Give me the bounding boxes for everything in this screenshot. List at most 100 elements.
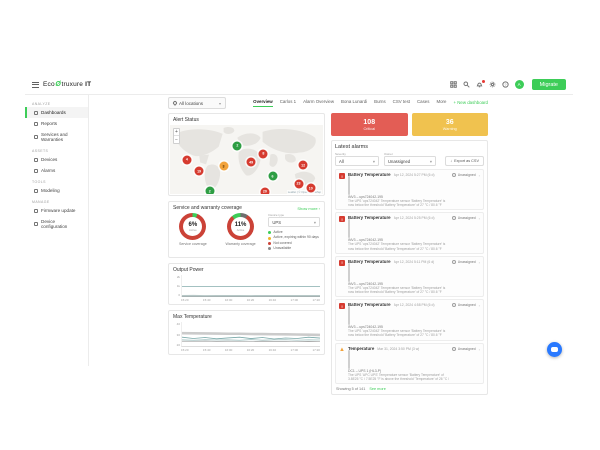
- sidebar-item-firmware-update[interactable]: Firmware update: [25, 205, 88, 216]
- sidebar-item-device-configuration[interactable]: Device configuration: [25, 216, 88, 232]
- alarm-device: INV3 – ups724042-195: [348, 281, 383, 286]
- alarm-device: INV3 – ups724042-195: [348, 325, 383, 330]
- x-tick: 15:40: [202, 348, 211, 352]
- location-filter-select[interactable]: All locations ▾: [168, 97, 226, 109]
- latest-alarms-widget: Latest alarms Severity All ▾ Owner: [331, 140, 488, 395]
- map-zoom-in-button[interactable]: +: [174, 129, 179, 136]
- tab-carlos-1[interactable]: Carlos 1: [279, 99, 297, 104]
- map-marker-red[interactable]: 8: [258, 149, 268, 159]
- alarm-row-header: Battery Temperature Apr 12, 2024 5:27 PM …: [348, 172, 449, 177]
- alarm-row[interactable]: ! Battery Temperature Apr 12, 2024 5:25 PM…: [335, 212, 484, 254]
- map-marker-red[interactable]: 12: [298, 160, 308, 170]
- critical-alarm-icon: !: [339, 173, 345, 179]
- tab-alarm-overview[interactable]: Alarm Overview: [303, 99, 335, 104]
- tab-burns[interactable]: Burns: [374, 99, 386, 104]
- sidebar-item-devices[interactable]: Devices: [25, 154, 88, 165]
- sidebar-item-services-and-warranties[interactable]: Services and Warranties: [25, 129, 88, 145]
- sidebar-item-modeling[interactable]: Modeling: [25, 185, 88, 196]
- tab-csv-test[interactable]: CSV test: [392, 99, 410, 104]
- map-marker-green[interactable]: 2: [232, 141, 242, 151]
- severity-select[interactable]: All ▾: [335, 156, 379, 166]
- menu-icon[interactable]: [32, 81, 39, 88]
- sidebar-item-label: Alarms: [41, 168, 56, 173]
- sidebar-section-label: Tools: [32, 180, 46, 184]
- user-avatar[interactable]: A: [514, 80, 524, 89]
- alarm-description: The UPS 'ups724042' Temperature sensor '…: [348, 242, 446, 251]
- tab-overview[interactable]: Overview: [253, 99, 273, 107]
- alarm-timestamp: Apr 12, 2024 5:27 PM (6 d): [393, 173, 435, 177]
- world-map[interactable]: + − Leaflet | © OpenStreetMap 2 8 49 4 19 3 6 1…: [170, 125, 323, 194]
- map-attribution: Leaflet | © OpenStreetMap: [286, 190, 322, 194]
- sidebar-item-reports[interactable]: Reports: [25, 118, 88, 129]
- warning-count: 36: [445, 118, 454, 126]
- y-tick: 2k: [176, 275, 180, 279]
- new-dashboard-button[interactable]: + New dashboard: [453, 100, 488, 105]
- sidebar-item-dashboards[interactable]: Dashboards: [25, 107, 88, 118]
- output-power-plot[interactable]: [181, 275, 320, 297]
- legend-item: Active: [268, 230, 320, 235]
- alarm-owner[interactable]: Unassigned: [452, 259, 476, 264]
- notifications-bell-icon[interactable]: [476, 79, 485, 89]
- sidebar-item-alarms[interactable]: Alarms: [25, 165, 88, 176]
- map-marker-yellow[interactable]: 3: [219, 161, 229, 171]
- chevron-right-icon[interactable]: ›: [478, 303, 480, 309]
- map-marker-red[interactable]: 10: [306, 183, 316, 193]
- device-type-select[interactable]: UPS ▾: [268, 217, 321, 227]
- warning-count-card[interactable]: 36 Warning: [411, 113, 488, 136]
- chevron-right-icon[interactable]: ›: [478, 346, 480, 352]
- series-sensor-b: [182, 340, 320, 341]
- tab-more[interactable]: More: [436, 99, 447, 104]
- warranty-coverage-donut: 11% Active Warranty coverage: [221, 213, 261, 246]
- critical-count-card[interactable]: 108 Critical: [331, 113, 408, 136]
- dashboard-tabs: Overview Carlos 1 Alarm Overview Bona Lunar…: [253, 97, 488, 107]
- search-icon[interactable]: [463, 81, 471, 89]
- map-marker-green[interactable]: 2: [205, 186, 215, 194]
- help-icon[interactable]: ?: [502, 81, 510, 89]
- person-icon: [452, 346, 457, 351]
- alarm-row[interactable]: ! Battery Temperature Apr 12, 2024 4:58 PM…: [335, 299, 484, 341]
- main-area: All locations ▾ Overview Carlos 1 Alarm Ov…: [89, 95, 573, 395]
- critical-alarm-icon: !: [339, 259, 345, 266]
- alarm-row[interactable]: ▲ Temperature Mar 31, 2024 3:50 PM (3 w) DC…: [335, 342, 484, 384]
- alarm-owner-label: Unassigned: [457, 216, 476, 221]
- chat-button[interactable]: [547, 342, 562, 357]
- y-tick: 40: [176, 322, 180, 326]
- chevron-right-icon[interactable]: ›: [478, 259, 480, 265]
- alarm-timestamp: Mar 31, 2024 3:50 PM (3 w): [377, 346, 420, 351]
- owner-select[interactable]: Unassigned ▾: [384, 156, 436, 166]
- y-tick: 30: [176, 332, 180, 337]
- severity-filter-label: Severity: [335, 152, 346, 156]
- alarm-title: Battery Temperature: [348, 302, 391, 308]
- settings-gear-icon[interactable]: [489, 81, 497, 89]
- max-temperature-plot[interactable]: [181, 322, 320, 347]
- migrate-button[interactable]: Migrate: [531, 79, 566, 90]
- map-marker-red[interactable]: 19: [194, 166, 204, 176]
- alert-status-widget: Alert Status: [168, 113, 325, 196]
- chevron-right-icon[interactable]: ›: [478, 173, 480, 178]
- see-more-link[interactable]: See more: [369, 386, 386, 391]
- device-type-icon: [348, 176, 350, 195]
- alarm-owner[interactable]: Unassigned: [452, 346, 476, 351]
- alarm-row-main: Battery Temperature Apr 12, 2024 5:27 PM …: [348, 172, 449, 207]
- map-zoom-out-button[interactable]: −: [175, 136, 178, 143]
- alarm-owner[interactable]: Unassigned: [452, 303, 476, 308]
- alarm-row[interactable]: ! Battery Temperature Apr 12, 2024 5:11 PM…: [335, 255, 484, 298]
- person-icon: [452, 216, 457, 221]
- chevron-right-icon[interactable]: ›: [478, 216, 480, 222]
- apps-grid-icon[interactable]: [450, 81, 458, 89]
- map-marker-green[interactable]: 6: [268, 171, 277, 181]
- map-marker-red[interactable]: 49: [246, 157, 256, 167]
- map-marker-red[interactable]: 4: [182, 155, 192, 164]
- legend-label: Active: [273, 230, 283, 234]
- critical-alarm-icon: !: [339, 303, 345, 310]
- coverage-show-more-link[interactable]: Show more ›: [297, 205, 320, 211]
- x-tick: 16:20: [246, 348, 255, 352]
- map-marker-red[interactable]: 20: [260, 187, 270, 194]
- map-marker-red[interactable]: 23: [294, 179, 304, 189]
- export-csv-button[interactable]: ↓ Export as CSV: [445, 156, 484, 166]
- tab-cases[interactable]: Cases: [416, 99, 430, 104]
- tab-bona-lunardi[interactable]: Bona Lunardi: [341, 99, 368, 104]
- alarm-owner[interactable]: Unassigned: [452, 173, 476, 177]
- alarm-owner[interactable]: Unassigned: [452, 216, 476, 221]
- alarm-row[interactable]: ! Battery Temperature Apr 12, 2024 5:27 PM…: [335, 169, 484, 211]
